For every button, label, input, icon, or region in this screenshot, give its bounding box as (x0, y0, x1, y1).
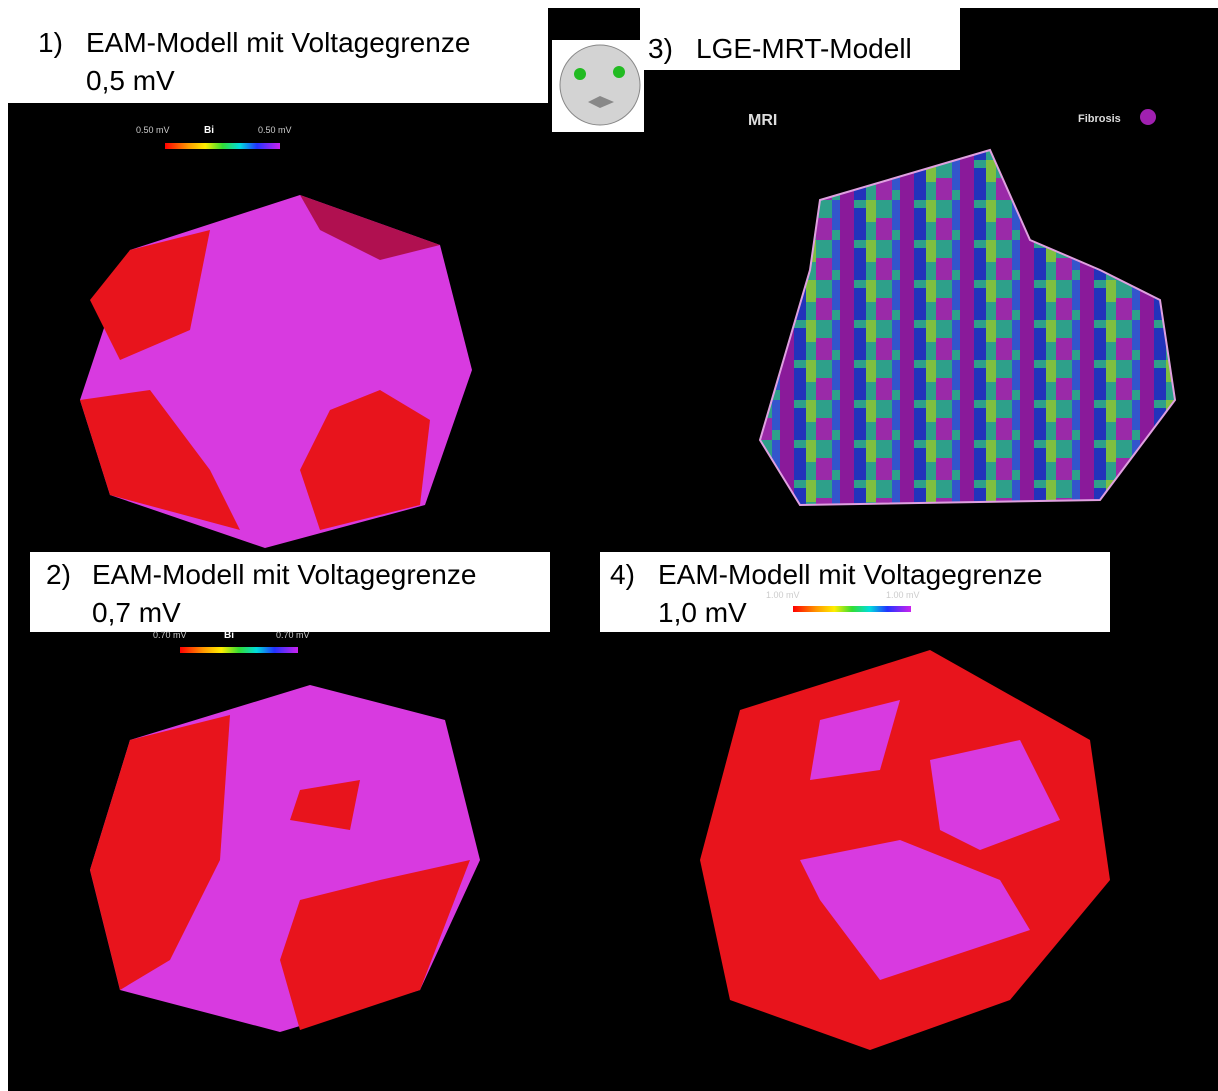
mri-label: MRI (748, 112, 777, 129)
eam-model (80, 195, 472, 548)
legend-marker (1140, 109, 1156, 125)
eam-model (700, 650, 1110, 1050)
panel-title: LGE-MRT-Modell (696, 33, 912, 64)
panel-title: EAM-Modell mit Voltagegrenze (86, 27, 470, 58)
panel-number: 3) (648, 33, 673, 64)
colorbar-mid: Bi (834, 590, 844, 601)
colorbar-min: 0.50 mV (136, 125, 170, 135)
face-icon (552, 40, 644, 132)
colorbar-max: 0.50 mV (258, 125, 292, 135)
colorbar-mid: Bi (224, 630, 234, 641)
colorbar-min: 0.70 mV (153, 630, 187, 640)
eam-model (90, 685, 480, 1032)
title-box (30, 552, 550, 632)
panel-title: EAM-Modell mit Voltagegrenze (658, 559, 1042, 590)
panel-number: 4) (610, 559, 635, 590)
colorbar-min: 1.00 mV (766, 590, 800, 600)
colorbar: 0.70 mV Bi 0.70 mV (153, 630, 310, 653)
legend-label: Fibrosis (1078, 113, 1121, 125)
panel-subtitle: 0,7 mV (92, 597, 181, 628)
title-box (600, 552, 1110, 632)
colorbar-max: 0.70 mV (276, 630, 310, 640)
colorbar-max: 1.00 mV (886, 590, 920, 600)
panel-number: 2) (46, 559, 71, 590)
panel-title: EAM-Modell mit Voltagegrenze (92, 559, 476, 590)
colorbar-mid: Bi (204, 125, 214, 136)
title-box (8, 8, 548, 103)
mri-model (758, 148, 1177, 507)
colorbar: 1.00 mV Bi 1.00 mV (766, 590, 920, 612)
panel-subtitle: 1,0 mV (658, 597, 747, 628)
panel-subtitle: 0,5 mV (86, 65, 175, 96)
colorbar: 0.50 mV Bi 0.50 mV (136, 125, 292, 149)
title-box (640, 8, 960, 70)
panel-number: 1) (38, 27, 63, 58)
